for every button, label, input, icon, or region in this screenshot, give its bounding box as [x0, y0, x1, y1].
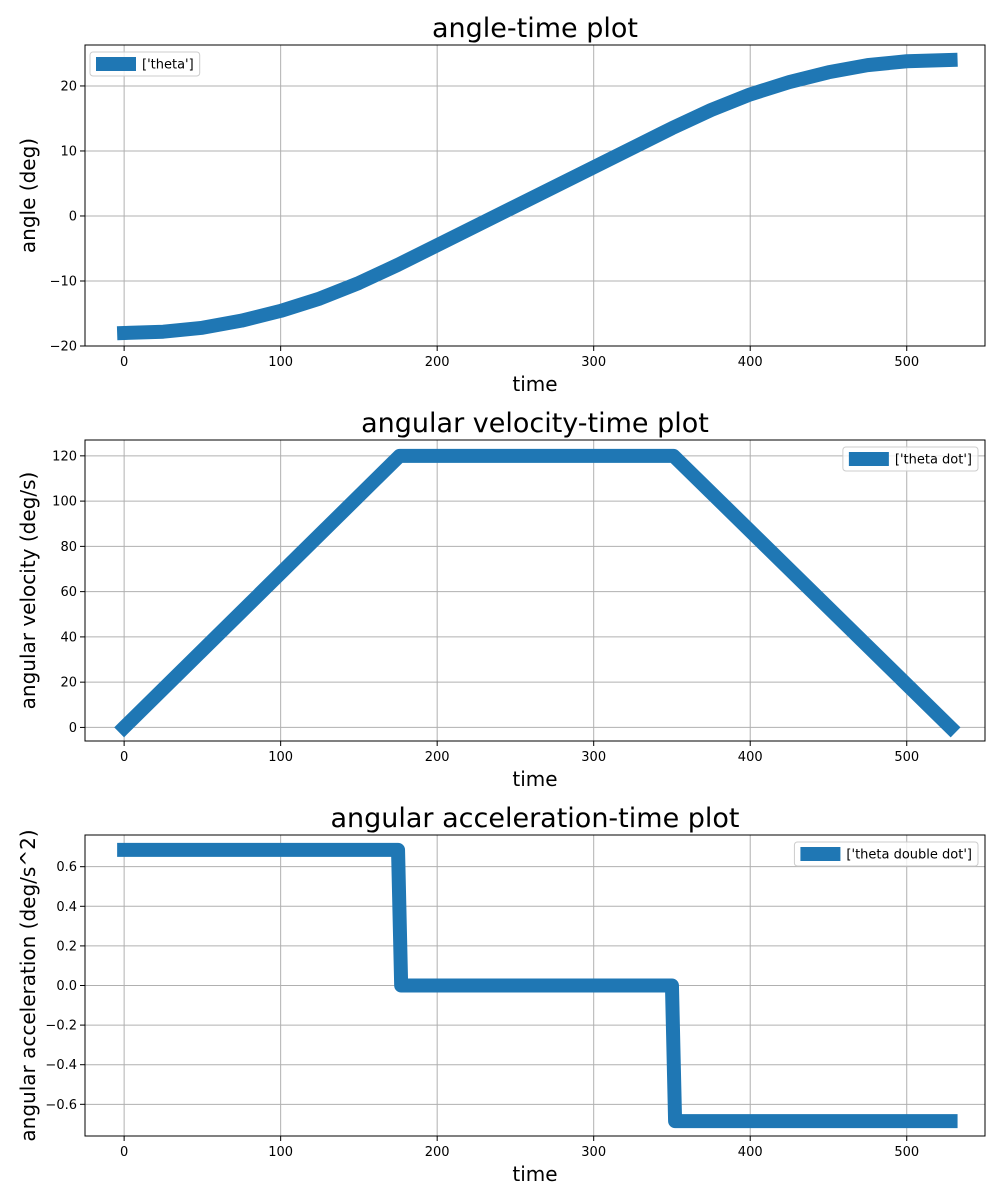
y-tick-label: −10 — [50, 274, 77, 289]
legend: ['theta double dot'] — [793, 841, 979, 867]
legend-label: ['theta'] — [142, 58, 194, 73]
x-tick-label: 300 — [581, 1145, 606, 1160]
y-tick-label: −0.4 — [45, 1058, 77, 1073]
x-tick-label: 400 — [738, 355, 763, 370]
y-tick-label: −0.6 — [45, 1098, 77, 1113]
y-tick-label: 120 — [52, 449, 77, 464]
x-tick-label: 100 — [268, 355, 293, 370]
y-axis-label: angular velocity (deg/s) — [16, 472, 40, 710]
chart-3: 0 100 200 300 400 500 −0.6 −0.4 −0.2 0.0 0.2 0.4 0.6… — [16, 803, 986, 1186]
x-axis-label: time — [512, 1162, 557, 1186]
x-tick-label: 400 — [738, 750, 763, 765]
y-axis-label: angle (deg) — [16, 138, 40, 253]
x-tick-label: 300 — [581, 355, 606, 370]
x-axis-label: time — [512, 767, 557, 791]
x-tick-label: 100 — [268, 1145, 293, 1160]
y-tick-label: 40 — [60, 630, 77, 645]
chart-title: angle-time plot — [432, 13, 638, 44]
y-tick-label: 0.0 — [56, 979, 77, 994]
x-tick-label: 200 — [425, 355, 450, 370]
x-tick-label: 500 — [894, 1145, 919, 1160]
x-tick-label: 200 — [425, 750, 450, 765]
plot-frame — [84, 44, 986, 347]
y-tick-label: 20 — [60, 79, 77, 94]
chart-1: 0 100 200 300 400 500 −20 −10 0 10 20 angle-time pl… — [16, 13, 986, 396]
x-tick-label: 0 — [120, 355, 128, 370]
y-tick-label: 0.2 — [56, 939, 77, 954]
y-tick-label: −20 — [50, 340, 77, 355]
legend: ['theta dot'] — [842, 446, 979, 472]
y-tick-label: 80 — [60, 540, 77, 555]
y-tick-label: 0 — [69, 209, 77, 224]
y-tick-label: 20 — [60, 676, 77, 691]
y-tick-label: −0.2 — [45, 1019, 77, 1034]
chart-2: 0 100 200 300 400 500 0 20 40 60 80 100 120 angular v… — [16, 408, 986, 791]
x-axis-label: time — [512, 372, 557, 396]
x-tick-label: 500 — [894, 750, 919, 765]
y-tick-label: 0.6 — [56, 860, 77, 875]
legend-label: ['theta dot'] — [895, 453, 972, 468]
x-tick-label: 300 — [581, 750, 606, 765]
y-tick-label: 0 — [69, 721, 77, 736]
series-line — [114, 448, 961, 738]
chart-title: angular velocity-time plot — [361, 408, 709, 439]
series-line — [116, 52, 958, 341]
x-tick-label: 0 — [120, 750, 128, 765]
legend: ['theta'] — [89, 51, 201, 77]
plot-frame — [84, 439, 986, 742]
x-tick-label: 400 — [738, 1145, 763, 1160]
x-tick-label: 200 — [425, 1145, 450, 1160]
series-line — [117, 842, 958, 1129]
x-tick-label: 0 — [120, 1145, 128, 1160]
chart-title: angular acceleration-time plot — [330, 803, 739, 834]
x-tick-label: 500 — [894, 355, 919, 370]
y-tick-label: 0.4 — [56, 900, 77, 915]
x-tick-label: 100 — [268, 750, 293, 765]
legend-label: ['theta double dot'] — [846, 848, 972, 863]
y-tick-label: 100 — [52, 495, 77, 510]
y-axis-label: angular acceleration (deg/s^2) — [16, 829, 40, 1141]
y-tick-label: 60 — [60, 585, 77, 600]
y-tick-label: 10 — [60, 144, 77, 159]
